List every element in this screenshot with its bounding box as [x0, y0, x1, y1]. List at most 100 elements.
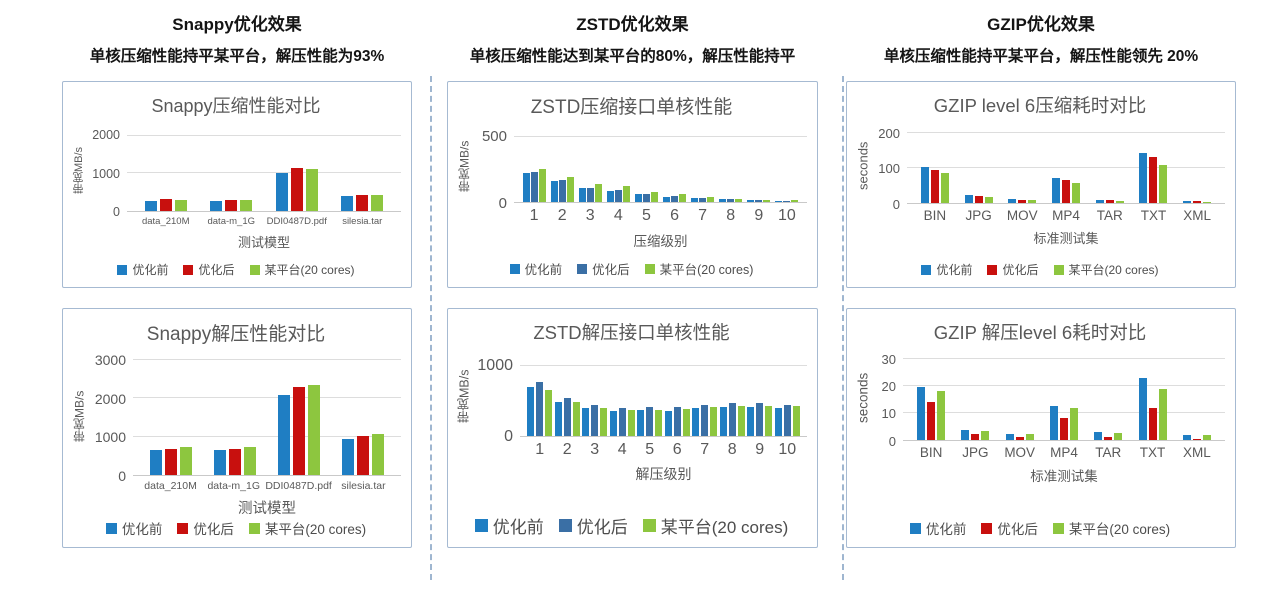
y-tick-label: 0: [892, 196, 900, 212]
legend-color-marker: [642, 519, 656, 532]
bar: [305, 169, 318, 211]
y-tick-label: 1000: [477, 356, 513, 374]
legend-item: 某平台(20 cores): [249, 261, 355, 278]
chart-body: 带宽MB/s 0 1000 2000 data_210M data-m_1G DDI0487…: [71, 128, 401, 251]
legend-item: 优化后: [183, 261, 235, 278]
y-axis: 0 500: [472, 129, 514, 210]
chart-snappy-decompress: Snappy解压性能对比 带宽MB/s 0 1000 2000 3000 data_210M…: [71, 317, 401, 540]
x-axis-title: 解压级别: [635, 466, 692, 482]
bar-group: [717, 129, 745, 202]
y-tick-label: 10: [881, 406, 896, 422]
x-tick-label: data_210M: [144, 480, 197, 492]
y-tick-label: 1000: [92, 166, 120, 181]
y-axis: 0 100 200: [871, 125, 907, 211]
y-tick-label: 0: [113, 204, 120, 219]
bar: [981, 431, 990, 440]
x-tick-label: 3: [590, 441, 600, 458]
chart-title: GZIP level 6压缩耗时对比: [933, 95, 1147, 116]
bar: [558, 179, 566, 202]
gridline: [903, 412, 1225, 414]
plot-area: [514, 129, 807, 203]
plot-area: [903, 355, 1225, 441]
legend-color-marker: [183, 264, 194, 275]
bar: [728, 403, 736, 436]
bar: [634, 194, 642, 202]
bar-group: [604, 129, 632, 202]
bar: [1159, 164, 1168, 203]
y-axis-label: 带宽MB/s: [73, 146, 85, 194]
bar-group: [1000, 128, 1044, 203]
y-tick-label: 2000: [92, 128, 120, 143]
x-axis: 1 2 3 4 5 6 7 8 9 10: [520, 441, 807, 459]
x-tick-label: silesia.tar: [341, 480, 386, 492]
legend-label: 某平台(20 cores): [1068, 522, 1171, 537]
bar-group: [267, 356, 331, 475]
bar-group: [746, 355, 774, 436]
bar: [550, 180, 558, 202]
bar: [1018, 199, 1027, 203]
bar-group: [264, 128, 330, 211]
legend-item: 优化前: [474, 513, 544, 538]
bar: [747, 407, 755, 436]
x-tick-label: JPG: [962, 445, 989, 460]
chart-body: seconds 0 10 20 30 BIN JPG MOV MP4 TAR TXT XML 标准测试集: [855, 353, 1225, 485]
bar: [930, 169, 939, 203]
bar-group: [1042, 355, 1086, 440]
x-tick-label: MOV: [1004, 445, 1036, 460]
bar: [735, 198, 743, 202]
bar: [1192, 438, 1201, 440]
bar: [278, 395, 290, 475]
bar: [765, 406, 773, 436]
bar: [1105, 200, 1114, 203]
gridline: [127, 134, 401, 136]
bar: [1202, 434, 1211, 440]
bar: [920, 167, 929, 203]
y-tick-label: 3000: [94, 351, 126, 368]
x-tick-label: 2: [557, 207, 567, 224]
bar: [614, 190, 622, 202]
bar-group: [998, 355, 1042, 440]
legend-item: 优化前: [105, 518, 162, 538]
legend-color-marker: [474, 519, 488, 532]
legend-color-marker: [249, 264, 260, 275]
bar: [600, 407, 608, 436]
legend-label: 某平台(20 cores): [1068, 263, 1159, 277]
bar-group: [660, 129, 688, 202]
y-tick-label: 1000: [94, 429, 126, 446]
plot-column: BIN JPG MOV MP4 TAR TXT XML 标准测试集: [907, 128, 1225, 247]
bar: [1182, 435, 1191, 440]
bar: [566, 176, 574, 202]
bar: [755, 200, 763, 202]
bar: [165, 448, 177, 475]
chart-panel: ZSTD压缩接口单核性能 带宽MB/s 0 500 1 2 3 4 5 6 7 8 9 10 压缩级别 优化前…: [447, 81, 818, 288]
bar: [290, 168, 303, 211]
plot-column: 1 2 3 4 5 6 7 8 9 10 解压级别: [520, 355, 807, 484]
plot-area: [133, 356, 401, 476]
bar: [1149, 157, 1158, 203]
gridline: [903, 358, 1225, 360]
bar: [763, 199, 771, 202]
column-title: GZIP优化效果: [987, 15, 1095, 34]
bar: [357, 436, 369, 475]
column-header-zstd: ZSTD优化效果 单核压缩性能达到某平台的80%，解压性能持平: [447, 0, 818, 81]
legend-color-marker: [577, 263, 588, 274]
plot-column: 1 2 3 4 5 6 7 8 9 10 压缩级别: [514, 129, 807, 250]
chart-zstd-decompress: ZSTD解压接口单核性能 带宽MB/s 0 1000 1 2 3 4 5 6 7 8 9 10 解压级别 优化…: [456, 317, 807, 540]
bar-group: [133, 128, 199, 211]
x-tick-label: MP4: [1050, 445, 1078, 460]
legend-item: 优化后: [987, 261, 1039, 278]
bar: [536, 382, 544, 436]
bar: [671, 196, 679, 202]
x-tick-label: 8: [727, 441, 737, 458]
bar: [371, 194, 384, 211]
y-tick-label: 20: [881, 378, 896, 394]
x-axis-title: 测试模型: [237, 235, 290, 250]
plot-area: [127, 128, 401, 212]
bar: [545, 390, 553, 436]
y-tick-label: 200: [878, 125, 900, 141]
bar: [1052, 177, 1061, 203]
legend-color-marker: [1052, 522, 1064, 534]
legend-item: 优化后: [981, 518, 1038, 538]
bar: [783, 404, 791, 436]
